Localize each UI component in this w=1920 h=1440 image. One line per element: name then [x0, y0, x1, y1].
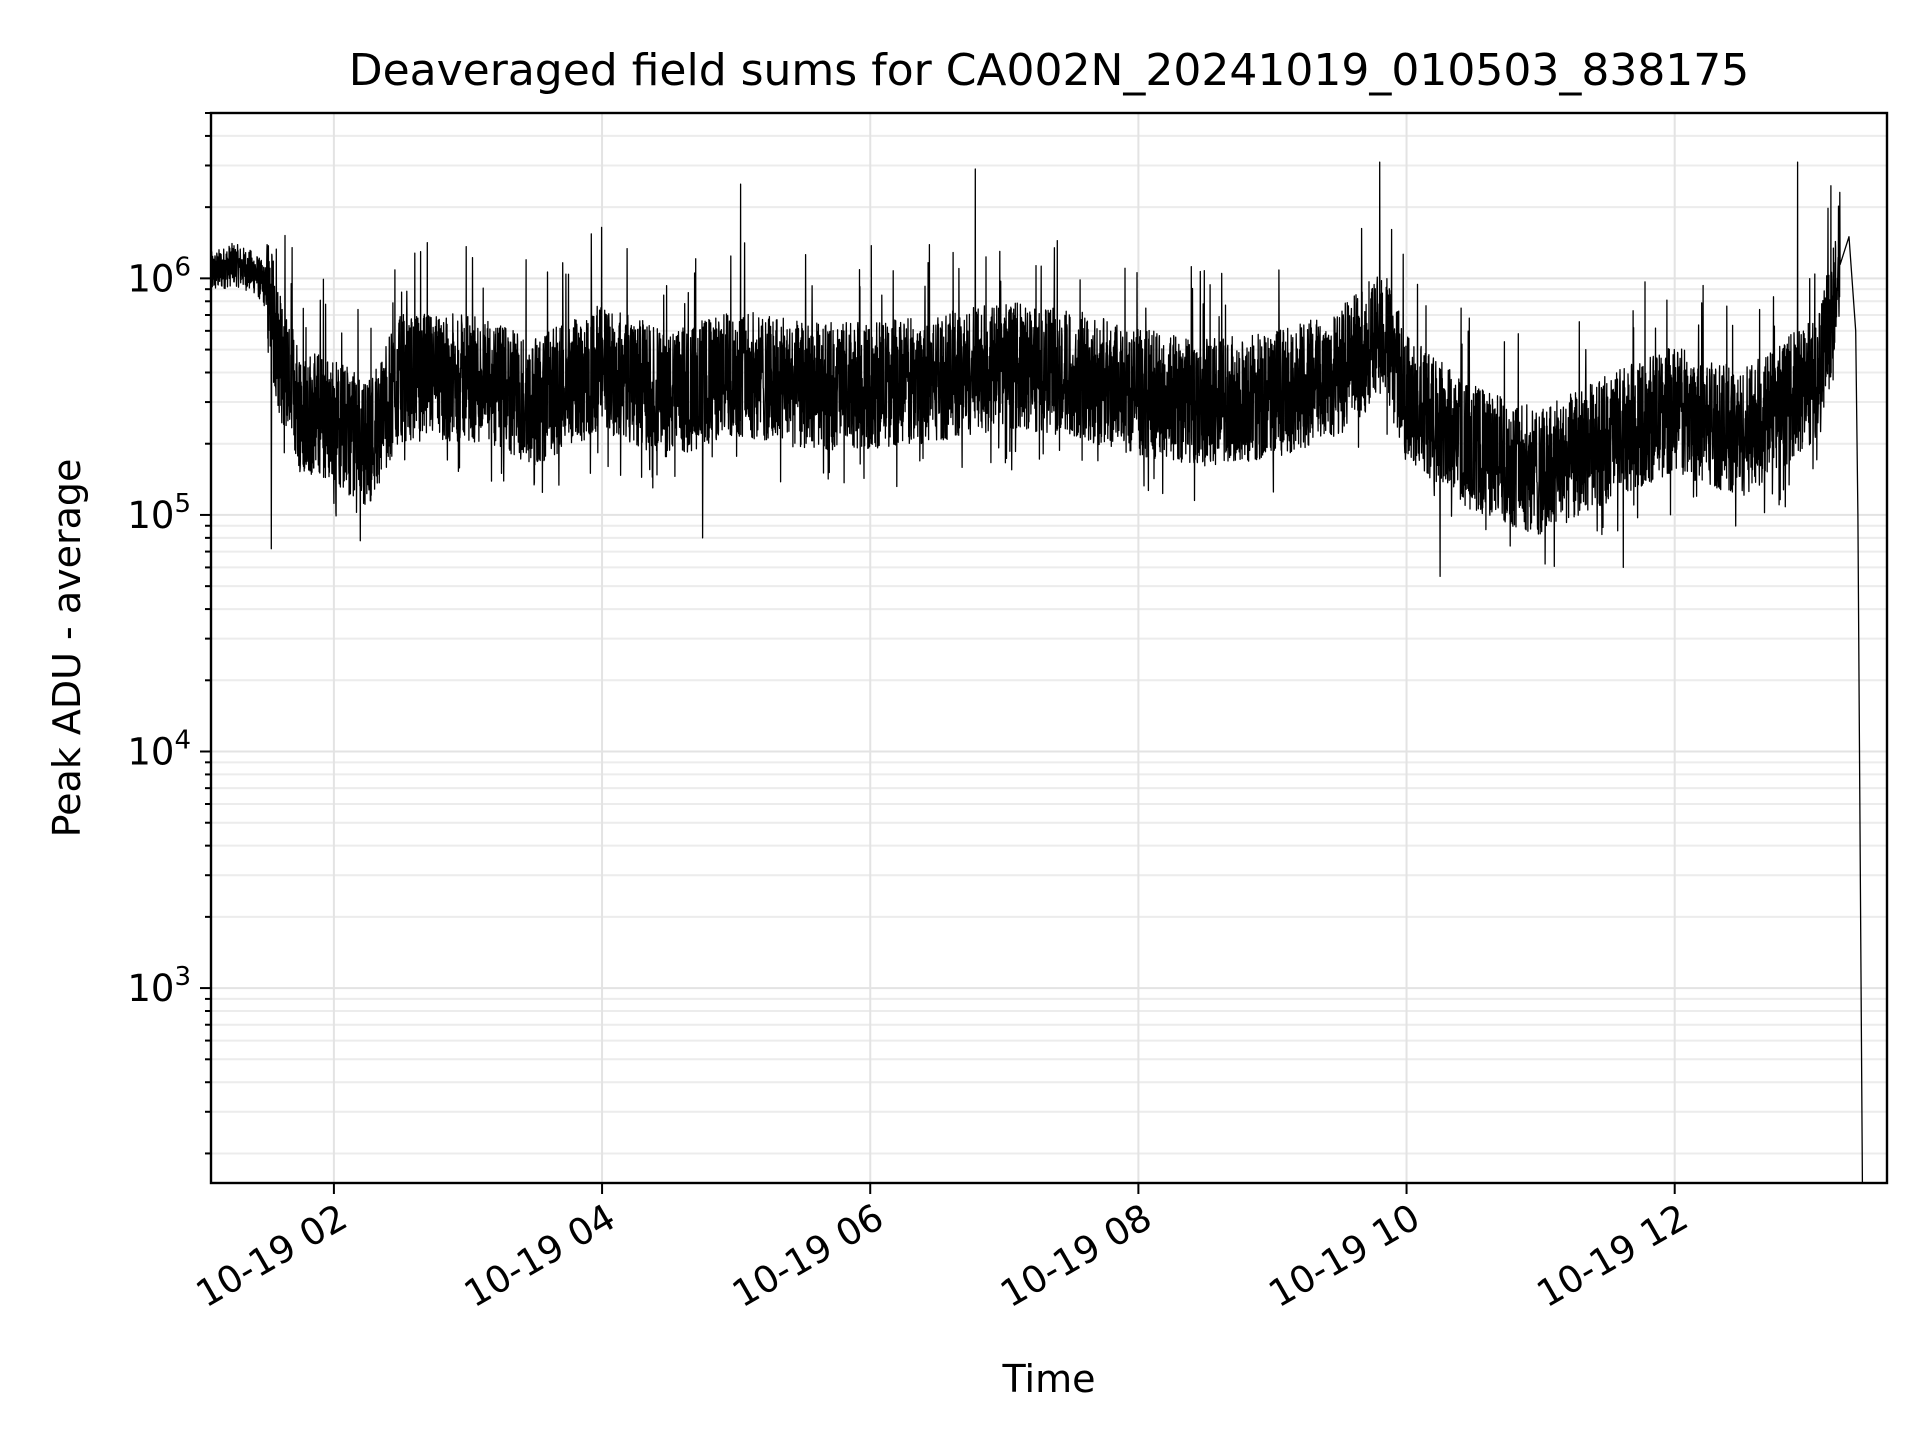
y-tick-exponent: 3	[174, 962, 191, 992]
x-axis-label: Time	[1002, 1357, 1096, 1401]
series-layer	[210, 161, 1864, 1184]
series-line	[210, 161, 1864, 1184]
y-tick-exponent: 5	[174, 489, 191, 519]
y-axis-label: Peak ADU - average	[45, 459, 89, 838]
y-tick-base: 10	[127, 257, 174, 300]
y-tick-base: 10	[127, 731, 174, 774]
y-tick-base: 10	[127, 494, 174, 537]
y-tick-label: 104	[127, 726, 191, 774]
y-tick-label: 105	[127, 489, 191, 537]
y-tick-exponent: 4	[174, 726, 191, 756]
plot-frame	[209, 111, 1889, 1185]
chart-title: Deaveraged field sums for CA002N_2024101…	[349, 45, 1750, 96]
y-tick-base: 10	[127, 967, 174, 1010]
y-tick-label: 106	[127, 252, 191, 300]
y-tick-exponent: 6	[174, 252, 191, 282]
y-tick-label: 103	[127, 962, 191, 1010]
